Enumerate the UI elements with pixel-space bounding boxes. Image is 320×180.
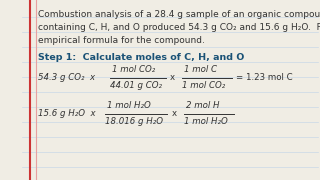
Text: 1 mol H₂O: 1 mol H₂O	[107, 102, 151, 111]
Text: x: x	[170, 73, 175, 82]
Text: 15.6 g H₂O  x: 15.6 g H₂O x	[38, 109, 96, 118]
Text: 18.016 g H₂O: 18.016 g H₂O	[105, 118, 163, 127]
Text: 1 mol CO₂: 1 mol CO₂	[182, 82, 225, 91]
Text: 54.3 g CO₂  x: 54.3 g CO₂ x	[38, 73, 95, 82]
Text: x: x	[172, 109, 177, 118]
Text: 44.01 g CO₂: 44.01 g CO₂	[110, 82, 162, 91]
Text: containing C, H, and O produced 54.3 g CO₂ and 15.6 g H₂O.  Find the: containing C, H, and O produced 54.3 g C…	[38, 23, 320, 32]
Text: empirical formula for the compound.: empirical formula for the compound.	[38, 36, 205, 45]
Text: 2 mol H: 2 mol H	[186, 102, 220, 111]
Text: 1 mol C: 1 mol C	[184, 66, 217, 75]
Text: 1 mol CO₂: 1 mol CO₂	[112, 66, 155, 75]
Text: 1 mol H₂O: 1 mol H₂O	[184, 118, 228, 127]
Text: = 1.23 mol C: = 1.23 mol C	[236, 73, 292, 82]
Text: Step 1:  Calculate moles of C, H, and O: Step 1: Calculate moles of C, H, and O	[38, 53, 244, 62]
Text: Combustion analysis of a 28.4 g sample of an organic compound: Combustion analysis of a 28.4 g sample o…	[38, 10, 320, 19]
